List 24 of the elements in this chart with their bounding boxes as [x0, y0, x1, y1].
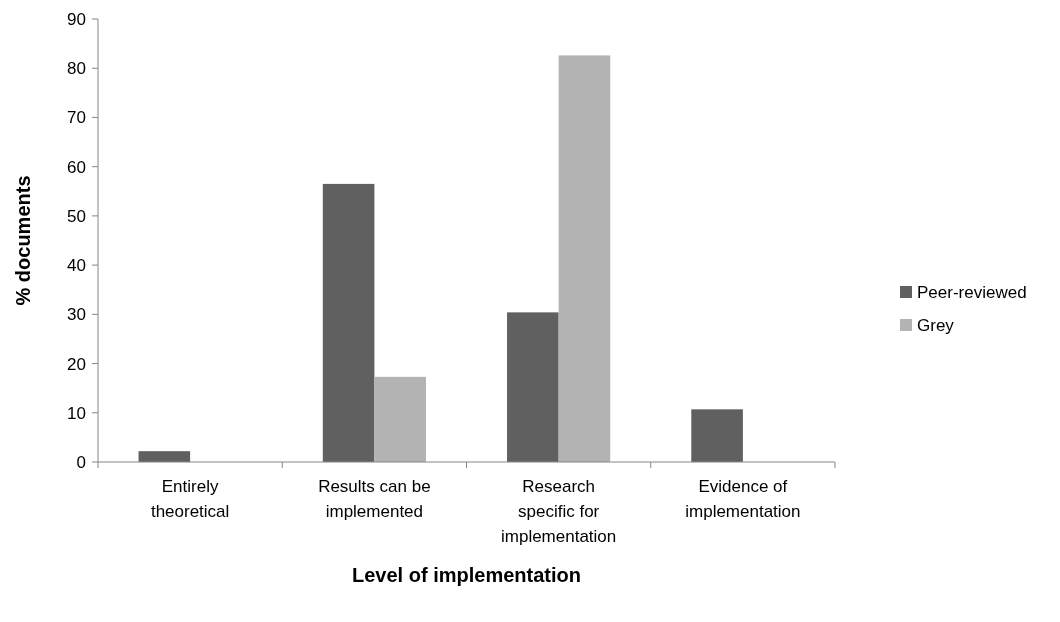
legend-label: Peer-reviewed: [917, 282, 1027, 302]
bar: [322, 183, 375, 462]
y-tick-label: 10: [67, 403, 86, 423]
x-axis-title: Level of implementation: [352, 564, 581, 586]
y-axis-title: % documents: [12, 175, 34, 306]
bar: [558, 55, 611, 462]
y-tick-label: 50: [67, 206, 86, 226]
x-tick-label: Evidence of implementation: [685, 477, 801, 521]
y-tick-label: 40: [67, 256, 86, 276]
x-tick-label: Results can be implemented: [318, 477, 431, 521]
bar: [507, 312, 559, 462]
y-tick-label: 60: [67, 157, 86, 177]
bar: [138, 451, 191, 462]
y-tick-label: 80: [67, 59, 86, 79]
y-tick-label: 20: [67, 354, 86, 374]
legend-label: Grey: [917, 315, 955, 335]
x-tick-label: Entirely theoretical: [150, 477, 230, 521]
y-tick-label: 30: [67, 305, 86, 325]
bar: [691, 409, 743, 462]
x-tick-label: Research specific for implementation: [500, 477, 617, 546]
y-tick-label: 70: [67, 108, 86, 128]
y-tick-label: 0: [76, 452, 86, 472]
y-tick-label: 90: [67, 9, 86, 29]
bar: [374, 376, 426, 462]
